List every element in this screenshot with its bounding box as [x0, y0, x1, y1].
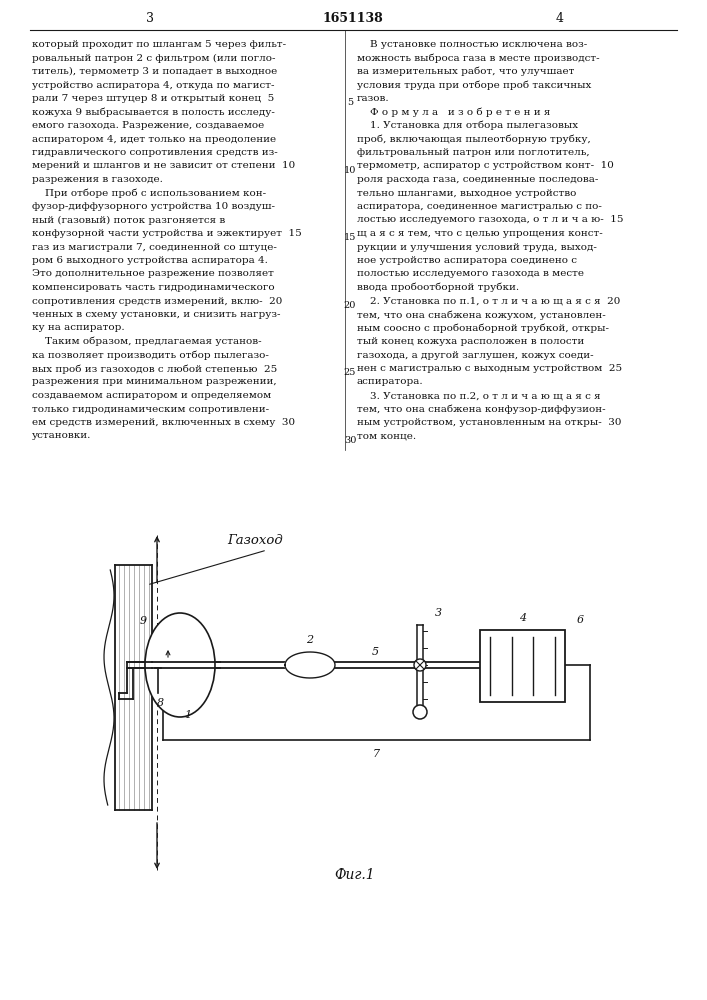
Text: аспиратором 4, идет только на преодоление: аспиратором 4, идет только на преодолени… [32, 134, 276, 143]
Text: Ф о р м у л а   и з о б р е т е н и я: Ф о р м у л а и з о б р е т е н и я [357, 107, 550, 117]
Text: лостью исследуемого газохода, о т л и ч а ю-  15: лостью исследуемого газохода, о т л и ч … [357, 216, 624, 225]
Text: При отборе проб с использованием кон-: При отборе проб с использованием кон- [32, 188, 266, 198]
Text: емого газохода. Разрежение, создаваемое: емого газохода. Разрежение, создаваемое [32, 121, 264, 130]
Text: аспиратора.: аспиратора. [357, 377, 423, 386]
Text: аспиратора, соединенное магистралью с по-: аспиратора, соединенное магистралью с по… [357, 202, 602, 211]
Text: 3: 3 [146, 12, 154, 25]
Text: можность выброса газа в месте производст-: можность выброса газа в месте производст… [357, 53, 600, 63]
Text: создаваемом аспиратором и определяемом: создаваемом аспиратором и определяемом [32, 391, 271, 400]
Text: титель), термометр 3 и попадает в выходное: титель), термометр 3 и попадает в выходн… [32, 67, 277, 76]
Text: ным соосно с пробонаборной трубкой, откры-: ным соосно с пробонаборной трубкой, откр… [357, 324, 609, 333]
Text: ровальный патрон 2 с фильтром (или погло-: ровальный патрон 2 с фильтром (или погло… [32, 53, 276, 63]
Text: разрежения при минимальном разрежении,: разрежения при минимальном разрежении, [32, 377, 276, 386]
Text: 3. Установка по п.2, о т л и ч а ю щ а я с я: 3. Установка по п.2, о т л и ч а ю щ а я… [357, 391, 601, 400]
Text: 10: 10 [344, 166, 356, 175]
Text: 1: 1 [185, 710, 192, 720]
Text: 1. Установка для отбора пылегазовых: 1. Установка для отбора пылегазовых [357, 121, 578, 130]
Text: Фиг.1: Фиг.1 [334, 868, 375, 882]
Text: гидравлического сопротивления средств из-: гидравлического сопротивления средств из… [32, 148, 278, 157]
Bar [480, 630, 565, 702]
Text: ным устройством, установленным на откры-  30: ным устройством, установленным на откры-… [357, 418, 621, 427]
Text: установки.: установки. [32, 432, 91, 440]
Text: ченных в схему установки, и снизить нагруз-: ченных в схему установки, и снизить нагр… [32, 310, 281, 319]
Text: ка позволяет производить отбор пылегазо-: ка позволяет производить отбор пылегазо- [32, 351, 269, 360]
Text: фильтровальный патрон или поглотитель,: фильтровальный патрон или поглотитель, [357, 148, 590, 157]
Text: роля расхода газа, соединенные последова-: роля расхода газа, соединенные последова… [357, 175, 598, 184]
Text: ва измерительных работ, что улучшает: ва измерительных работ, что улучшает [357, 67, 574, 77]
Text: полостью исследуемого газохода в месте: полостью исследуемого газохода в месте [357, 269, 584, 278]
Text: который проходит по шлангам 5 через фильт-: который проходит по шлангам 5 через филь… [32, 40, 286, 49]
Text: тем, что она снабжена кожухом, установлен-: тем, что она снабжена кожухом, установле… [357, 310, 606, 320]
Text: 5: 5 [347, 98, 353, 107]
Circle shape [414, 659, 426, 671]
Text: рукции и улучшения условий труда, выход-: рукции и улучшения условий труда, выход- [357, 242, 597, 251]
Text: компенсировать часть гидродинамического: компенсировать часть гидродинамического [32, 283, 274, 292]
Text: 2. Установка по п.1, о т л и ч а ю щ а я с я  20: 2. Установка по п.1, о т л и ч а ю щ а я… [357, 296, 620, 306]
Text: 3: 3 [434, 608, 442, 618]
Text: нен с магистралью с выходным устройством  25: нен с магистралью с выходным устройством… [357, 364, 622, 373]
Text: ром 6 выходного устройства аспиратора 4.: ром 6 выходного устройства аспиратора 4. [32, 256, 268, 265]
Circle shape [413, 705, 427, 719]
Text: газ из магистрали 7, соединенной со штуце-: газ из магистрали 7, соединенной со штуц… [32, 242, 277, 251]
Text: том конце.: том конце. [357, 432, 416, 440]
Text: 5: 5 [371, 647, 378, 657]
Polygon shape [285, 652, 335, 678]
Text: 25: 25 [344, 368, 356, 377]
Text: разрежения в газоходе.: разрежения в газоходе. [32, 175, 163, 184]
Ellipse shape [145, 613, 215, 717]
Text: 20: 20 [344, 301, 356, 310]
Text: Таким образом, предлагаемая установ-: Таким образом, предлагаемая установ- [32, 337, 262, 347]
Text: 4: 4 [556, 12, 564, 25]
Text: 4: 4 [519, 613, 526, 623]
Text: В установке полностью исключена воз-: В установке полностью исключена воз- [357, 40, 588, 49]
Text: ввода пробоотборной трубки.: ввода пробоотборной трубки. [357, 283, 519, 292]
Text: газохода, а другой заглушен, кожух соеди-: газохода, а другой заглушен, кожух соеди… [357, 351, 594, 360]
Text: тый конец кожуха расположен в полости: тый конец кожуха расположен в полости [357, 337, 584, 346]
Text: газов.: газов. [357, 94, 390, 103]
Text: Это дополнительное разрежение позволяет: Это дополнительное разрежение позволяет [32, 269, 274, 278]
Text: сопротивления средств измерений, вклю-  20: сопротивления средств измерений, вклю- 2… [32, 296, 282, 306]
Text: термометр, аспиратор с устройством конт-  10: термометр, аспиратор с устройством конт-… [357, 161, 614, 170]
Text: ем средств измерений, включенных в схему  30: ем средств измерений, включенных в схему… [32, 418, 295, 427]
Text: щ а я с я тем, что с целью упрощения конст-: щ а я с я тем, что с целью упрощения кон… [357, 229, 603, 238]
Text: 2: 2 [306, 635, 314, 645]
Text: мерений и шлангов и не зависит от степени  10: мерений и шлангов и не зависит от степен… [32, 161, 296, 170]
Text: 6: 6 [576, 615, 583, 625]
Text: только гидродинамическим сопротивлени-: только гидродинамическим сопротивлени- [32, 404, 269, 414]
Text: 1651138: 1651138 [322, 12, 383, 25]
Text: устройство аспиратора 4, откуда по магист-: устройство аспиратора 4, откуда по магис… [32, 81, 274, 90]
Text: условия труда при отборе проб таксичных: условия труда при отборе проб таксичных [357, 81, 591, 90]
Text: 7: 7 [373, 749, 380, 759]
Text: проб, включающая пылеотборную трубку,: проб, включающая пылеотборную трубку, [357, 134, 591, 144]
Text: конфузорной части устройства и эжектирует  15: конфузорной части устройства и эжектируе… [32, 229, 302, 238]
Text: 15: 15 [344, 233, 356, 242]
Text: тельно шлангами, выходное устройство: тельно шлангами, выходное устройство [357, 188, 576, 198]
Text: ный (газовый) поток разгоняется в: ный (газовый) поток разгоняется в [32, 216, 226, 225]
Text: ку на аспиратор.: ку на аспиратор. [32, 324, 124, 332]
Text: 30: 30 [344, 436, 356, 445]
Text: тем, что она снабжена конфузор-диффузион-: тем, что она снабжена конфузор-диффузион… [357, 404, 606, 414]
Text: ное устройство аспиратора соединено с: ное устройство аспиратора соединено с [357, 256, 577, 265]
Text: 9: 9 [139, 616, 146, 626]
Text: рали 7 через штуцер 8 и открытый конец  5: рали 7 через штуцер 8 и открытый конец 5 [32, 94, 274, 103]
Text: Газоход: Газоход [227, 534, 283, 546]
Text: фузор-диффузорного устройства 10 воздуш-: фузор-диффузорного устройства 10 воздуш- [32, 202, 275, 211]
Text: вых проб из газоходов с любой степенью  25: вых проб из газоходов с любой степенью 2… [32, 364, 277, 373]
Text: 8: 8 [156, 698, 163, 708]
Text: кожуха 9 выбрасывается в полость исследу-: кожуха 9 выбрасывается в полость исследу… [32, 107, 275, 117]
